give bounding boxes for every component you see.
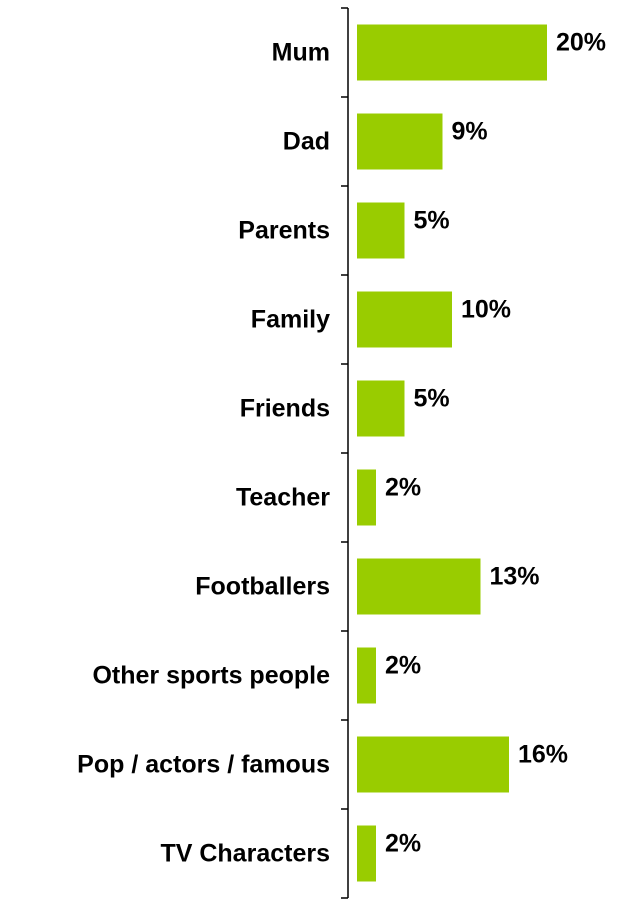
category-label: Mum xyxy=(272,39,330,67)
category-label: Pop / actors / famous xyxy=(77,751,330,779)
value-label: 9% xyxy=(452,118,488,146)
value-labels: 20% 9% 5% 10% 5% 2% 13% 2% 16% 2% xyxy=(385,29,606,858)
category-label: Footballers xyxy=(195,573,330,601)
bar xyxy=(357,291,452,348)
value-label: 13% xyxy=(490,563,540,591)
bar xyxy=(357,469,376,526)
category-label: Dad xyxy=(283,128,330,156)
category-label: Parents xyxy=(238,217,330,245)
value-label: 2% xyxy=(385,652,421,680)
value-label: 5% xyxy=(414,385,450,413)
category-label: Other sports people xyxy=(92,662,330,690)
category-label: TV Characters xyxy=(160,840,330,868)
bar xyxy=(357,825,376,882)
category-label: Family xyxy=(251,306,330,334)
bar xyxy=(357,380,405,437)
bar xyxy=(357,24,547,81)
value-label: 2% xyxy=(385,474,421,502)
bar xyxy=(357,558,481,615)
bar xyxy=(357,202,405,259)
bar xyxy=(357,113,443,170)
bars-group xyxy=(357,24,547,882)
value-label: 2% xyxy=(385,830,421,858)
value-label: 10% xyxy=(461,296,511,324)
category-label: Teacher xyxy=(236,484,330,512)
category-axis xyxy=(341,7,349,899)
bar xyxy=(357,736,509,793)
bar xyxy=(357,647,376,704)
category-labels: Mum Dad Parents Family Friends Teacher Footbal… xyxy=(77,39,330,868)
value-label: 16% xyxy=(518,741,568,769)
value-label: 5% xyxy=(414,207,450,235)
category-label: Friends xyxy=(240,395,330,423)
value-label: 20% xyxy=(556,29,606,57)
